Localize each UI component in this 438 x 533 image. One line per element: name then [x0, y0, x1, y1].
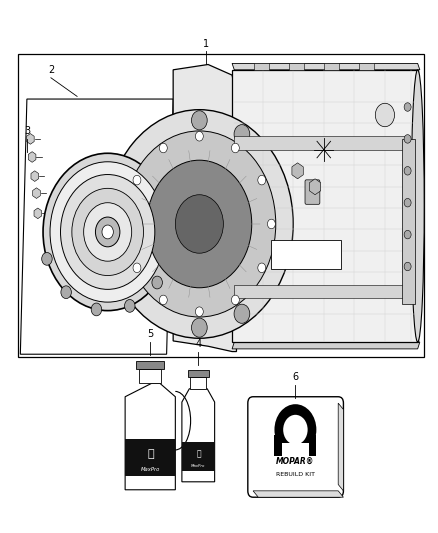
Circle shape [258, 175, 266, 185]
Circle shape [231, 295, 239, 305]
Circle shape [124, 219, 131, 229]
Bar [275, 443, 316, 459]
Text: MaxPro: MaxPro [141, 467, 160, 472]
Circle shape [124, 300, 135, 312]
Ellipse shape [411, 70, 424, 342]
Circle shape [61, 286, 71, 298]
Text: Ⓜ: Ⓜ [147, 449, 154, 458]
Circle shape [404, 103, 411, 111]
Text: REBUILD KIT: REBUILD KIT [276, 472, 315, 478]
Polygon shape [232, 342, 420, 349]
Bar [289, 63, 304, 70]
Circle shape [404, 262, 411, 271]
Circle shape [175, 195, 223, 253]
Bar [188, 370, 208, 377]
Circle shape [195, 307, 203, 317]
Circle shape [133, 175, 141, 185]
Circle shape [234, 304, 250, 324]
Polygon shape [20, 99, 173, 354]
FancyBboxPatch shape [159, 217, 172, 247]
Bar [125, 439, 175, 477]
Text: 6: 6 [292, 372, 298, 382]
Circle shape [133, 263, 141, 272]
Bar [272, 240, 341, 269]
Text: 5: 5 [147, 329, 154, 340]
Bar [254, 63, 269, 70]
Circle shape [375, 103, 395, 127]
Circle shape [404, 166, 411, 175]
Circle shape [195, 132, 203, 141]
Text: MOPAR®: MOPAR® [276, 457, 314, 466]
Bar [139, 368, 161, 383]
Text: 1: 1 [203, 38, 209, 49]
Bar [234, 136, 409, 150]
Text: 2: 2 [48, 65, 54, 75]
Bar [403, 139, 416, 304]
Circle shape [283, 415, 307, 445]
Text: MaxPro: MaxPro [191, 464, 206, 468]
Circle shape [152, 276, 162, 289]
Polygon shape [232, 63, 420, 70]
Circle shape [123, 131, 276, 317]
Polygon shape [253, 491, 343, 497]
Circle shape [84, 203, 132, 261]
Bar [190, 377, 206, 389]
Circle shape [191, 318, 207, 337]
FancyBboxPatch shape [248, 397, 343, 497]
Bar [324, 63, 339, 70]
Polygon shape [338, 403, 343, 491]
Bar [182, 442, 215, 471]
Polygon shape [125, 383, 175, 490]
Circle shape [147, 160, 252, 288]
Circle shape [231, 143, 239, 153]
FancyBboxPatch shape [305, 180, 320, 204]
Circle shape [163, 253, 173, 265]
Circle shape [404, 198, 411, 207]
Circle shape [91, 303, 102, 316]
Polygon shape [173, 64, 237, 352]
Circle shape [258, 263, 266, 272]
Text: Ⓜ: Ⓜ [196, 450, 201, 459]
Circle shape [60, 174, 155, 289]
Circle shape [234, 125, 250, 144]
Circle shape [102, 225, 113, 239]
Bar [18, 54, 424, 357]
Text: 4: 4 [195, 339, 201, 349]
Circle shape [50, 162, 165, 302]
Bar [359, 63, 374, 70]
Circle shape [159, 143, 167, 153]
Bar [234, 285, 409, 298]
Circle shape [191, 111, 207, 130]
Circle shape [275, 404, 316, 455]
Bar [137, 361, 163, 368]
Circle shape [159, 295, 167, 305]
Circle shape [268, 219, 276, 229]
Circle shape [42, 253, 52, 265]
Circle shape [106, 110, 293, 338]
Circle shape [43, 154, 172, 311]
Text: 3: 3 [24, 126, 30, 136]
Circle shape [404, 135, 411, 143]
Polygon shape [182, 389, 215, 482]
Bar [232, 70, 418, 342]
Circle shape [95, 217, 120, 247]
Circle shape [404, 230, 411, 239]
Circle shape [72, 188, 144, 276]
Bar [275, 435, 283, 456]
Bar [308, 435, 316, 456]
